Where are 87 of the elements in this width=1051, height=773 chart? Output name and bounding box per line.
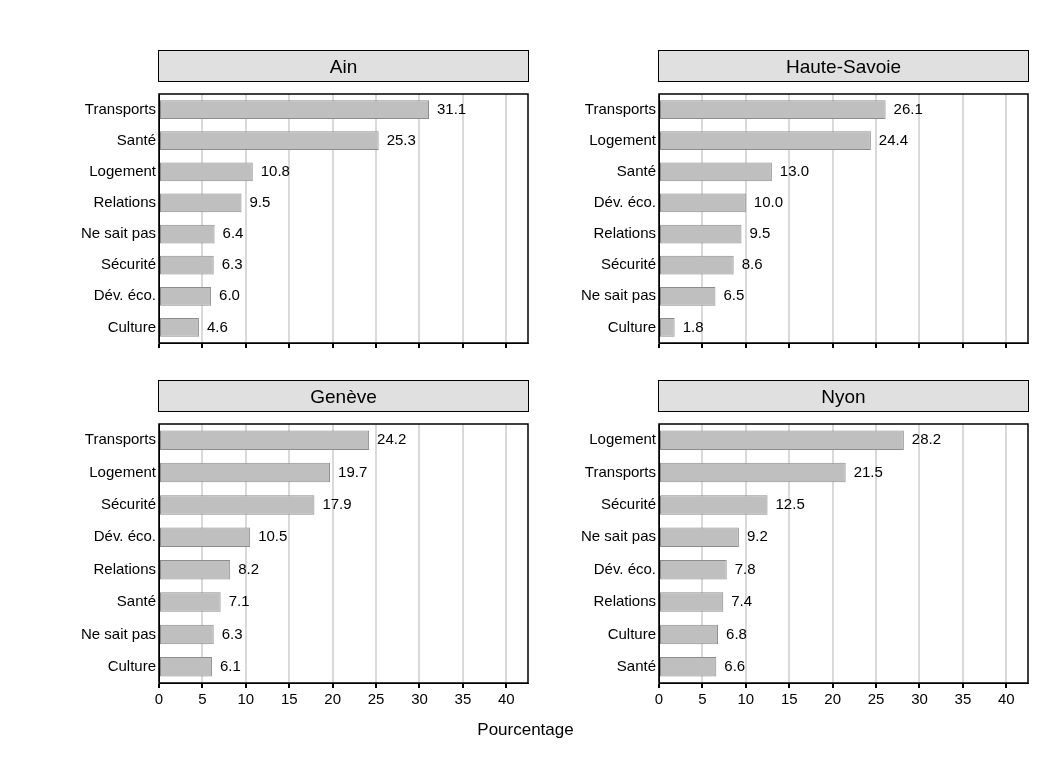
data-label: 6.3: [221, 624, 243, 642]
chart-title: Haute-Savoie: [658, 50, 1029, 82]
x-tick-label: 25: [367, 690, 385, 708]
x-tick-label: 30: [911, 690, 928, 708]
y-tick-label: Dév. éco.: [593, 193, 656, 211]
y-tick-label: Logement: [89, 161, 157, 179]
data-label: 6.1: [219, 656, 241, 674]
x-tick-label: 15: [280, 690, 298, 708]
y-tick-label: Transports: [84, 430, 156, 448]
data-label: 25.3: [386, 130, 416, 148]
data-label: 6.3: [221, 255, 243, 273]
x-tick-label: 15: [780, 690, 798, 708]
y-tick-label: Culture: [107, 656, 156, 674]
x-tick-label: 10: [237, 690, 255, 708]
data-label: 31.1: [437, 99, 467, 117]
y-tick-label: Relations: [593, 592, 656, 610]
y-tick-label: Sécurité: [600, 495, 656, 513]
data-label: 6.5: [723, 286, 745, 304]
y-tick-label: Dév. éco.: [93, 527, 156, 545]
y-tick-label: Ne sait pas: [580, 286, 656, 304]
y-tick-label: Santé: [116, 592, 156, 610]
y-tick-label: Sécurité: [100, 255, 156, 273]
data-label: 10.0: [753, 193, 784, 211]
data-label: 10.5: [258, 527, 288, 545]
x-tick-label: 10: [737, 690, 755, 708]
y-tick-label: Culture: [607, 624, 656, 642]
data-label: 7.1: [228, 592, 250, 610]
x-tick-label: 30: [411, 690, 428, 708]
y-tick-label: Logement: [589, 130, 657, 148]
data-label: 6.4: [222, 224, 244, 242]
x-tick-label: 40: [497, 690, 515, 708]
y-tick-label: Santé: [116, 130, 156, 148]
y-tick-label: Sécurité: [600, 255, 656, 273]
y-tick-label: Transports: [584, 99, 656, 117]
chart-title: Genève: [158, 380, 529, 412]
data-label: 19.7: [338, 462, 368, 480]
x-tick-label: 35: [954, 690, 972, 708]
x-tick-label: 5: [198, 690, 207, 708]
y-tick-label: Culture: [607, 317, 656, 335]
data-label: 26.1: [893, 99, 923, 117]
data-label: 6.0: [219, 286, 240, 304]
x-tick-label: 20: [324, 690, 341, 708]
y-tick-label: Relations: [93, 193, 156, 211]
x-tick-label: 0: [154, 690, 164, 708]
x-tick-label: 25: [867, 690, 885, 708]
data-label: 13.0: [779, 161, 810, 179]
y-tick-label: Sécurité: [100, 495, 156, 513]
data-label: 8.6: [741, 255, 763, 273]
data-label: 1.8: [682, 317, 704, 335]
y-tick-label: Ne sait pas: [80, 224, 156, 242]
data-label: 4.6: [206, 317, 228, 335]
data-label: 10.8: [260, 161, 290, 179]
data-label: 17.9: [322, 495, 352, 513]
x-tick-label: 0: [654, 690, 664, 708]
y-tick-label: Ne sait pas: [80, 624, 156, 642]
data-label: 6.6: [724, 656, 746, 674]
chart-title: Nyon: [658, 380, 1029, 412]
y-tick-label: Ne sait pas: [580, 527, 656, 545]
y-tick-label: Transports: [584, 462, 656, 480]
data-label: 9.5: [249, 193, 271, 211]
data-label: 8.2: [238, 559, 260, 577]
y-tick-label: Relations: [93, 559, 156, 577]
y-tick-label: Logement: [89, 462, 157, 480]
x-tick-label: 35: [454, 690, 472, 708]
y-tick-label: Logement: [589, 430, 657, 448]
y-tick-label: Culture: [107, 317, 156, 335]
data-label: 7.4: [731, 592, 753, 610]
data-label: 24.2: [377, 430, 407, 448]
data-label: 6.8: [726, 624, 747, 642]
data-label: 24.4: [878, 130, 909, 148]
data-label: 12.5: [775, 495, 805, 513]
y-tick-label: Relations: [593, 224, 656, 242]
y-tick-label: Santé: [616, 656, 656, 674]
x-tick-label: 20: [824, 690, 841, 708]
chart-title: Ain: [158, 50, 529, 82]
x-tick-label: 5: [698, 690, 707, 708]
data-label: 9.2: [746, 527, 768, 545]
y-tick-label: Dév. éco.: [93, 286, 156, 304]
y-tick-label: Santé: [616, 161, 656, 179]
y-tick-label: Transports: [84, 99, 156, 117]
data-label: 21.5: [853, 462, 883, 480]
data-label: 9.5: [749, 224, 771, 242]
data-label: 7.8: [734, 559, 756, 577]
x-tick-label: 40: [997, 690, 1015, 708]
data-label: 28.2: [911, 430, 942, 448]
y-tick-label: Dév. éco.: [593, 559, 656, 577]
x-axis-title: Pourcentage: [476, 720, 575, 740]
